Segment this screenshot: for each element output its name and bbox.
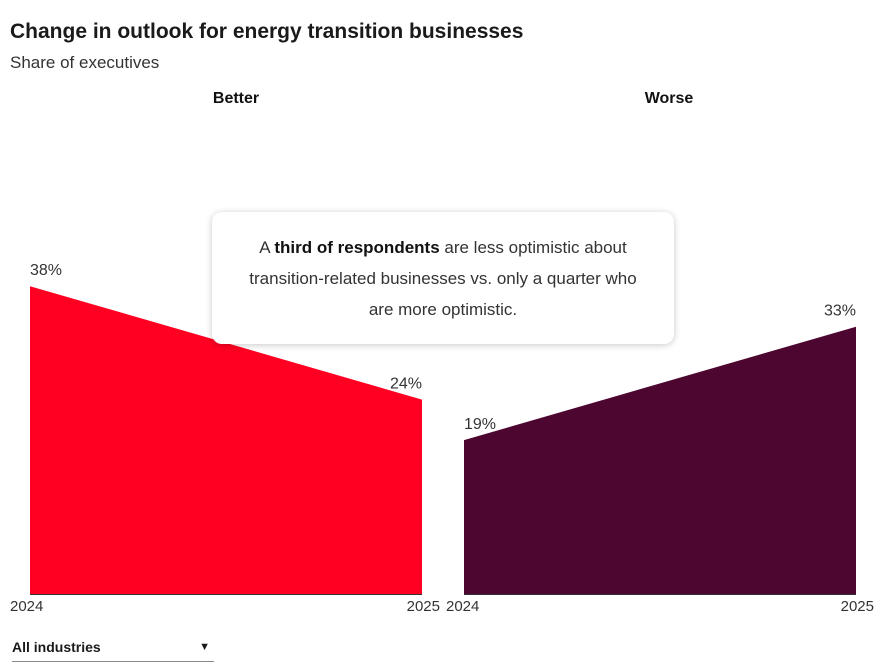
data-label-worse-2024: 19% [464, 416, 496, 433]
callout-bold: third of respondents [274, 237, 440, 257]
panel-title-better: Better [212, 90, 260, 107]
chart-subtitle: Share of executives [10, 53, 160, 72]
data-label-better-2024: 38% [30, 262, 62, 279]
industry-dropdown-label: All industries [12, 638, 101, 655]
callout-box: A third of respondents are less optimist… [212, 212, 674, 344]
x-tick-worse-2025: 2025 [841, 598, 874, 615]
area-worse [464, 326, 856, 594]
callout-text: A third of respondents are less optimist… [236, 232, 650, 325]
industry-dropdown[interactable]: All industries ▼ [12, 632, 214, 662]
chart-title: Change in outlook for energy transition … [10, 20, 524, 43]
x-tick-better-2024: 2024 [10, 598, 43, 615]
data-label-better-2025: 24% [390, 376, 422, 393]
data-label-worse-2025: 33% [824, 303, 856, 320]
x-tick-worse-2024: 2024 [446, 598, 479, 615]
callout-suffix: are less optimistic about transition-rel… [249, 237, 637, 319]
callout-prefix: A [259, 237, 275, 257]
chevron-down-icon: ▼ [199, 640, 210, 653]
panel-title-worse: Worse [644, 90, 694, 107]
x-tick-better-2025: 2025 [407, 598, 440, 615]
area-better [30, 286, 422, 594]
